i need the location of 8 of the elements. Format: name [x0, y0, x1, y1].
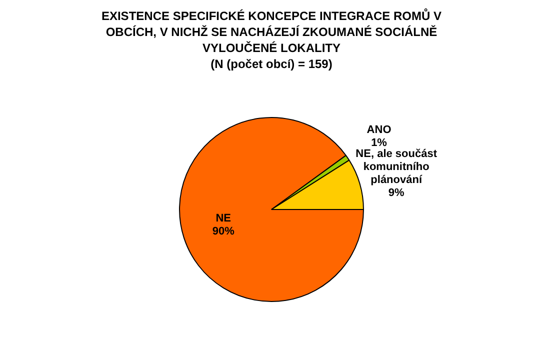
data-label: 9% [388, 186, 405, 199]
data-label: 90% [212, 226, 235, 238]
slice-label: ANO [366, 124, 392, 136]
chart-title: EXISTENCE SPECIFICKÉ KONCEPCE INTEGRACE ROMŮ V OBCÍCH, V NICHŽ SE NACHÁZEJÍ ZKOUMANÉ SOCIÁLNĚ VYLOUČENÉ LOKALITY [100, 8, 443, 56]
chart-subtitle: (N (počet obcí) = 159) [210, 56, 334, 72]
data-label: 1% [371, 136, 388, 149]
slice-label: NE [216, 212, 232, 225]
slice-label: NE, ale součást komunitního plánování [356, 148, 438, 186]
